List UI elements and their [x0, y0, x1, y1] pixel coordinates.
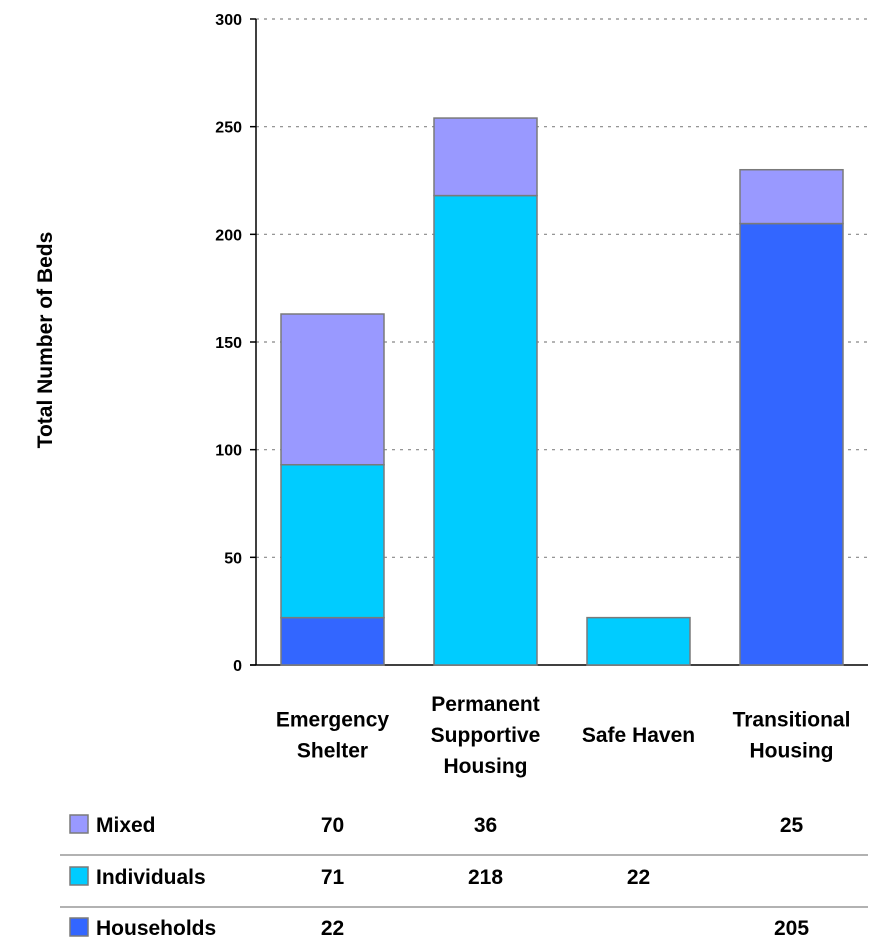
bar-households [280, 616, 385, 666]
table-value: 218 [468, 866, 503, 889]
legend-swatch-individuals [69, 866, 89, 886]
category-label-line: Safe Haven [582, 724, 695, 747]
category-label-line: Permanent [431, 693, 540, 716]
y-tick-label: 250 [215, 120, 242, 137]
category-label: Transitional Housing [733, 709, 851, 763]
table-value: 22 [321, 917, 344, 940]
table-value: 36 [474, 814, 497, 837]
bar-mixed [280, 313, 385, 466]
category-label: Emergency Shelter [276, 709, 390, 763]
bar-mixed [739, 168, 844, 225]
data-table: Mixed 70 36 25 Individuals 71 218 22 Households 2… [60, 814, 868, 940]
category-label-line: Shelter [297, 740, 368, 763]
y-tick-label: 200 [215, 227, 242, 244]
category-label-line: Emergency [276, 709, 390, 732]
table-value: 70 [321, 814, 344, 837]
y-axis-label: Total Number of Beds [34, 232, 57, 449]
bar-individuals [586, 616, 691, 666]
table-value: 22 [627, 866, 650, 889]
y-tick-label: 50 [224, 550, 242, 567]
category-label: Permanent Supportive Housing [431, 693, 541, 778]
legend-swatch-mixed [69, 814, 89, 834]
bar-individuals [280, 463, 385, 619]
category-labels: Emergency Shelter Permanent Supportive Housi… [276, 693, 851, 778]
gridlines [256, 18, 868, 558]
y-tick-label: 0 [233, 658, 242, 675]
legend-label-mixed: Mixed [96, 814, 156, 837]
y-tick-labels: 0 50 100 150 200 250 300 [215, 12, 242, 675]
table-value: 25 [780, 814, 804, 837]
category-label-line: Supportive [431, 724, 541, 747]
bar-individuals [433, 194, 538, 666]
category-label-line: Housing [444, 755, 528, 778]
category-label-line: Housing [750, 740, 834, 763]
legend-swatch-households [69, 917, 89, 937]
legend-label-individuals: Individuals [96, 866, 206, 889]
bar-households [739, 222, 844, 666]
legend-label-households: Households [96, 917, 216, 940]
y-tick-label: 100 [215, 443, 242, 460]
table-value: 205 [774, 917, 809, 940]
table-value: 71 [321, 866, 345, 889]
bars [280, 117, 844, 666]
bar-mixed [433, 117, 538, 197]
category-label-line: Transitional [733, 709, 851, 732]
y-tick-label: 300 [215, 12, 242, 29]
category-label: Safe Haven [582, 724, 695, 747]
y-tick-label: 150 [215, 335, 242, 352]
